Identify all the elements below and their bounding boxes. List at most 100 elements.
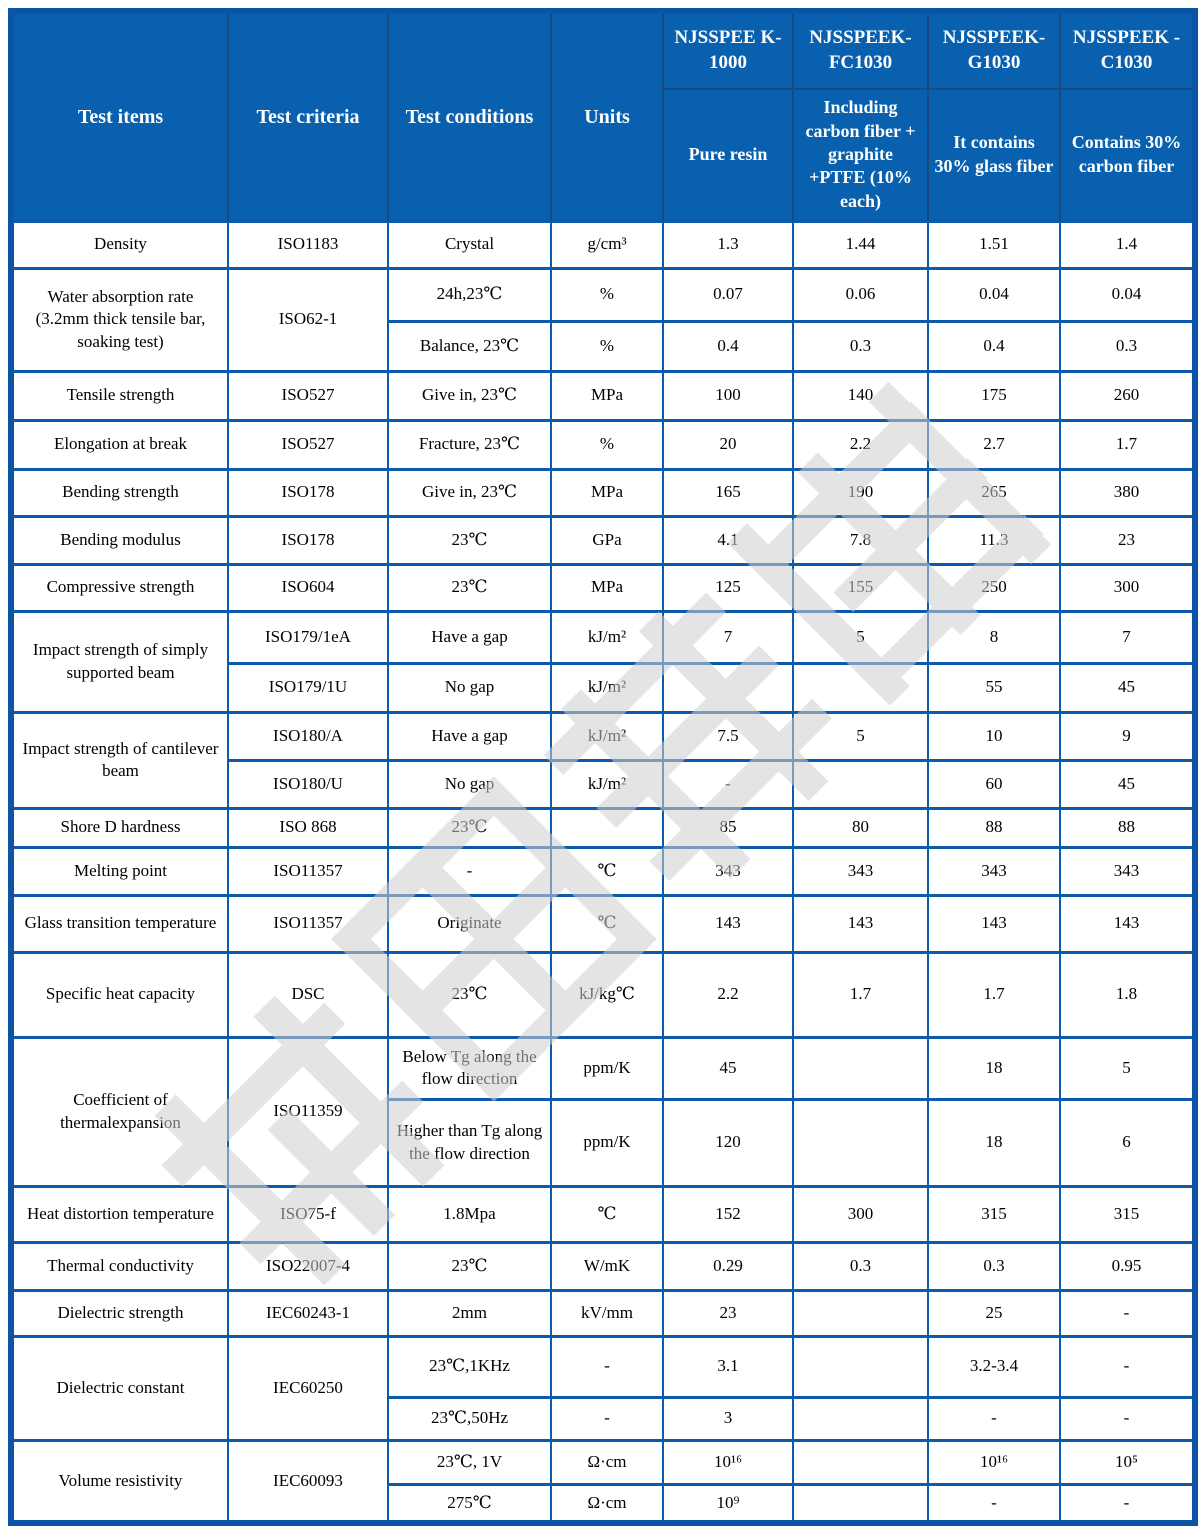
cell-fc1030: 140 [792, 369, 929, 422]
cell-condition: 23℃ [387, 562, 552, 613]
cell-item: Specific heat capacity [10, 950, 229, 1039]
cell-unit: MPa [550, 369, 664, 422]
cell-g1030: 60 [927, 758, 1061, 810]
table-row: Compressive strength ISO604 23℃ MPa 125 155 25… [10, 562, 1196, 613]
cell-k1000: 120 [662, 1097, 794, 1188]
table-row: Coefficient of thermalexpansion ISO11359 B… [10, 1035, 1196, 1188]
table-row: 275℃ Ω·cm 10⁹ - - [11, 1482, 1196, 1525]
cell-condition: 24h,23℃ [387, 266, 552, 323]
cell-c1030: - [1059, 1482, 1196, 1525]
cell-k1000: 165 [662, 467, 794, 518]
table-row: Bending modulus ISO178 23℃ GPa 4.1 7.8 11.3 23 [10, 514, 1196, 566]
cell-condition: Have a gap [387, 710, 552, 762]
cell-unit: g/cm³ [550, 219, 664, 270]
table-row: Water absorption rate (3.2mm thick tensi… [10, 266, 1196, 373]
cell-c1030: 45 [1059, 661, 1196, 714]
cell-g1030: - [927, 1395, 1061, 1442]
cell-k1000: 3 [662, 1395, 794, 1442]
cell-c1030: - [1059, 1334, 1196, 1399]
cell-fc1030 [792, 1438, 929, 1486]
cell-condition: No gap [387, 661, 552, 714]
header-test-criteria: Test criteria [227, 10, 389, 222]
cell-condition: Higher than Tg along the flow direction [387, 1097, 552, 1188]
cell-condition: Below Tg along the flow direction [387, 1035, 552, 1101]
table-row: Dielectric constant IEC60250 23℃,1KHz -3.1 3… [10, 1334, 1196, 1442]
cell-condition: No gap [387, 758, 552, 810]
cell-c1030: 0.95 [1059, 1240, 1196, 1292]
cell-criteria: IEC60093 [227, 1438, 389, 1525]
cell-c1030: 380 [1059, 467, 1196, 518]
cell-k1000: 7.5 [662, 710, 794, 762]
cell-condition: Fracture, 23℃ [387, 418, 552, 471]
cell-condition: 23℃ [387, 1240, 552, 1292]
cell-c1030: 260 [1059, 369, 1196, 422]
cell-condition: Give in, 23℃ [387, 467, 552, 518]
cell-condition: 1.8Mpa [387, 1184, 552, 1244]
cell-condition: Balance, 23℃ [387, 319, 552, 373]
cell-item: Volume resistivity [10, 1438, 229, 1525]
cell-item: Dielectric strength [10, 1288, 229, 1338]
cell-condition: 23℃ [387, 950, 552, 1039]
cell-unit: MPa [550, 467, 664, 518]
cell-fc1030 [792, 1395, 929, 1442]
cell-item: Elongation at break [10, 418, 229, 471]
cell-condition: 2mm [387, 1288, 552, 1338]
cell-item: Tensile strength [10, 369, 229, 422]
cell-item: Bending modulus [10, 514, 229, 566]
cell-fc1030: 190 [792, 467, 929, 518]
cell-k1000: 4.1 [662, 514, 794, 566]
cell-c1030: 88 [1059, 806, 1196, 849]
cell-unit: - [550, 1395, 664, 1442]
cell-item: Water absorption rate (3.2mm thick tensi… [10, 266, 229, 373]
cell-c1030: 315 [1059, 1184, 1196, 1244]
cell-k1000: 10⁹ [662, 1482, 794, 1525]
header-desc-k1000: Pure resin [662, 88, 794, 222]
cell-condition: Give in, 23℃ [387, 369, 552, 422]
cell-fc1030: 0.06 [792, 266, 929, 323]
cell-item: Density [10, 219, 229, 270]
cell-k1000: 85 [662, 806, 794, 849]
cell-g1030: 315 [927, 1184, 1061, 1244]
table-row: Glass transition temperature ISO11357 Orig… [10, 893, 1196, 954]
cell-k1000: 0.29 [662, 1240, 794, 1292]
table-row: Impact strength of simply supported beam… [10, 609, 1196, 714]
table-row: Thermal conductivity ISO22007-4 23℃ W/mK 0.2… [10, 1240, 1196, 1292]
cell-item: Impact strength of cantilever beam [10, 710, 229, 810]
cell-criteria: ISO75-f [227, 1184, 389, 1244]
cell-unit: ppm/K [550, 1035, 664, 1101]
cell-item: Compressive strength [10, 562, 229, 613]
cell-criteria: ISO 868 [227, 806, 389, 849]
cell-condition: Originate [387, 893, 552, 954]
cell-fc1030 [792, 1288, 929, 1338]
header-desc-g1030: It contains 30% glass fiber [927, 88, 1061, 222]
cell-criteria: ISO178 [227, 467, 389, 518]
cell-c1030: 6 [1059, 1097, 1196, 1188]
cell-fc1030: 1.7 [792, 950, 929, 1039]
cell-g1030: 0.4 [927, 319, 1061, 373]
cell-unit: Ω·cm [550, 1482, 664, 1525]
table-row: 23℃,50Hz -3- - [11, 1395, 1196, 1442]
cell-k1000: - [662, 758, 794, 810]
cell-c1030: 0.3 [1059, 319, 1196, 373]
cell-g1030: 10¹⁶ [927, 1438, 1061, 1486]
cell-fc1030: 80 [792, 806, 929, 849]
cell-k1000: 125 [662, 562, 794, 613]
cell-k1000: 152 [662, 1184, 794, 1244]
header-test-conditions: Test conditions [387, 10, 552, 222]
table-row: Impact strength of cantilever beam ISO180… [10, 710, 1196, 810]
cell-fc1030: 5 [792, 609, 929, 665]
cell-unit: kJ/m² [550, 758, 664, 810]
cell-c1030: 23 [1059, 514, 1196, 566]
table-row: Tensile strength ISO527 Give in, 23℃ MPa 100… [10, 369, 1196, 422]
cell-criteria: ISO527 [227, 369, 389, 422]
cell-item: Dielectric constant [10, 1334, 229, 1442]
cell-unit: MPa [550, 562, 664, 613]
cell-criteria: IEC60250 [227, 1334, 389, 1442]
cell-item: Impact strength of simply supported beam [10, 609, 229, 714]
cell-g1030: 2.7 [927, 418, 1061, 471]
cell-condition: 23℃ [387, 514, 552, 566]
cell-k1000: 1.3 [662, 219, 794, 270]
cell-condition: 23℃,1KHz [387, 1334, 552, 1399]
cell-g1030: 11.3 [927, 514, 1061, 566]
cell-k1000: 2.2 [662, 950, 794, 1039]
